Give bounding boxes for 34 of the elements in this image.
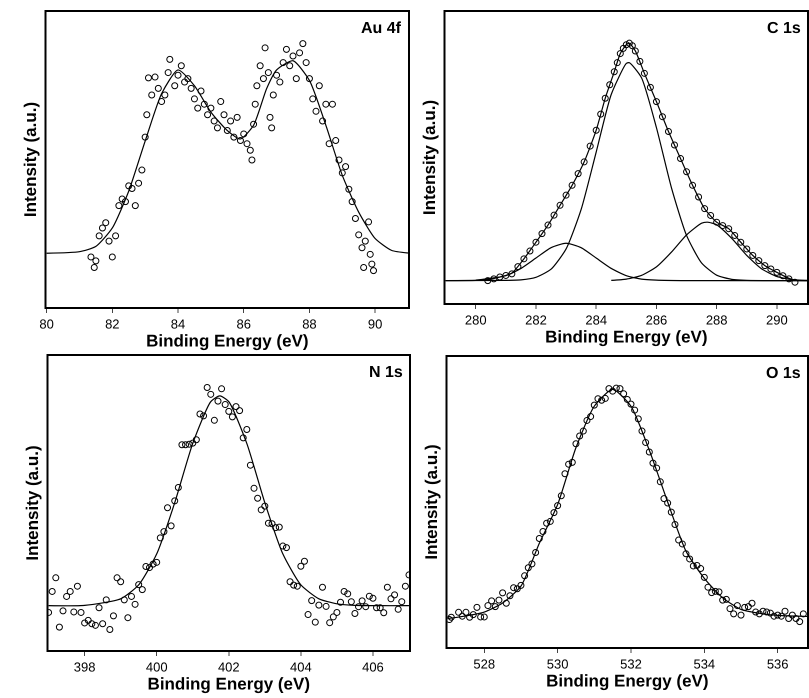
x-tick-label: 290 [766, 312, 788, 328]
chart-title: C 1s [767, 20, 801, 37]
y-axis-title: Intensity (a.u.) [20, 102, 40, 218]
x-tick-label: 398 [74, 659, 96, 674]
chart-title: N 1s [369, 364, 403, 381]
x-axis-title: Binding Energy (eV) [148, 674, 310, 694]
x-tick-label: 402 [218, 659, 240, 674]
x-tick-label: 284 [585, 312, 608, 328]
x-axis-title: Binding Energy (eV) [146, 331, 309, 350]
x-axis-title: Binding Energy (eV) [546, 671, 709, 690]
x-tick-label: 288 [706, 312, 728, 328]
x-tick-label: 88 [302, 316, 317, 332]
x-tick-label: 84 [170, 316, 186, 332]
x-tick-label: 282 [525, 312, 547, 328]
x-tick-label: 90 [368, 316, 382, 332]
chart-title: Au 4f [361, 20, 402, 37]
x-tick-label: 280 [464, 312, 487, 328]
x-tick-label: 532 [620, 656, 642, 672]
x-tick-label: 404 [290, 659, 312, 674]
x-tick-label: 528 [473, 656, 496, 672]
x-tick-label: 286 [646, 312, 668, 328]
y-axis-title: Intensity (a.u.) [422, 444, 441, 560]
x-tick-label: 406 [362, 659, 384, 674]
x-tick-label: 536 [766, 656, 789, 672]
x-tick-label: 82 [105, 316, 120, 332]
x-tick-label: 86 [236, 316, 251, 332]
x-tick-label: 400 [146, 659, 168, 674]
chart-title: O 1s [766, 365, 801, 382]
x-tick-label: 530 [546, 656, 568, 672]
x-tick-label: 534 [693, 656, 716, 672]
x-tick-label: 80 [39, 316, 54, 332]
y-axis-title: Intensity (a.u.) [22, 445, 42, 561]
x-axis-title: Binding Energy (eV) [545, 327, 708, 346]
y-axis-title: Intensity (a.u.) [420, 100, 439, 216]
